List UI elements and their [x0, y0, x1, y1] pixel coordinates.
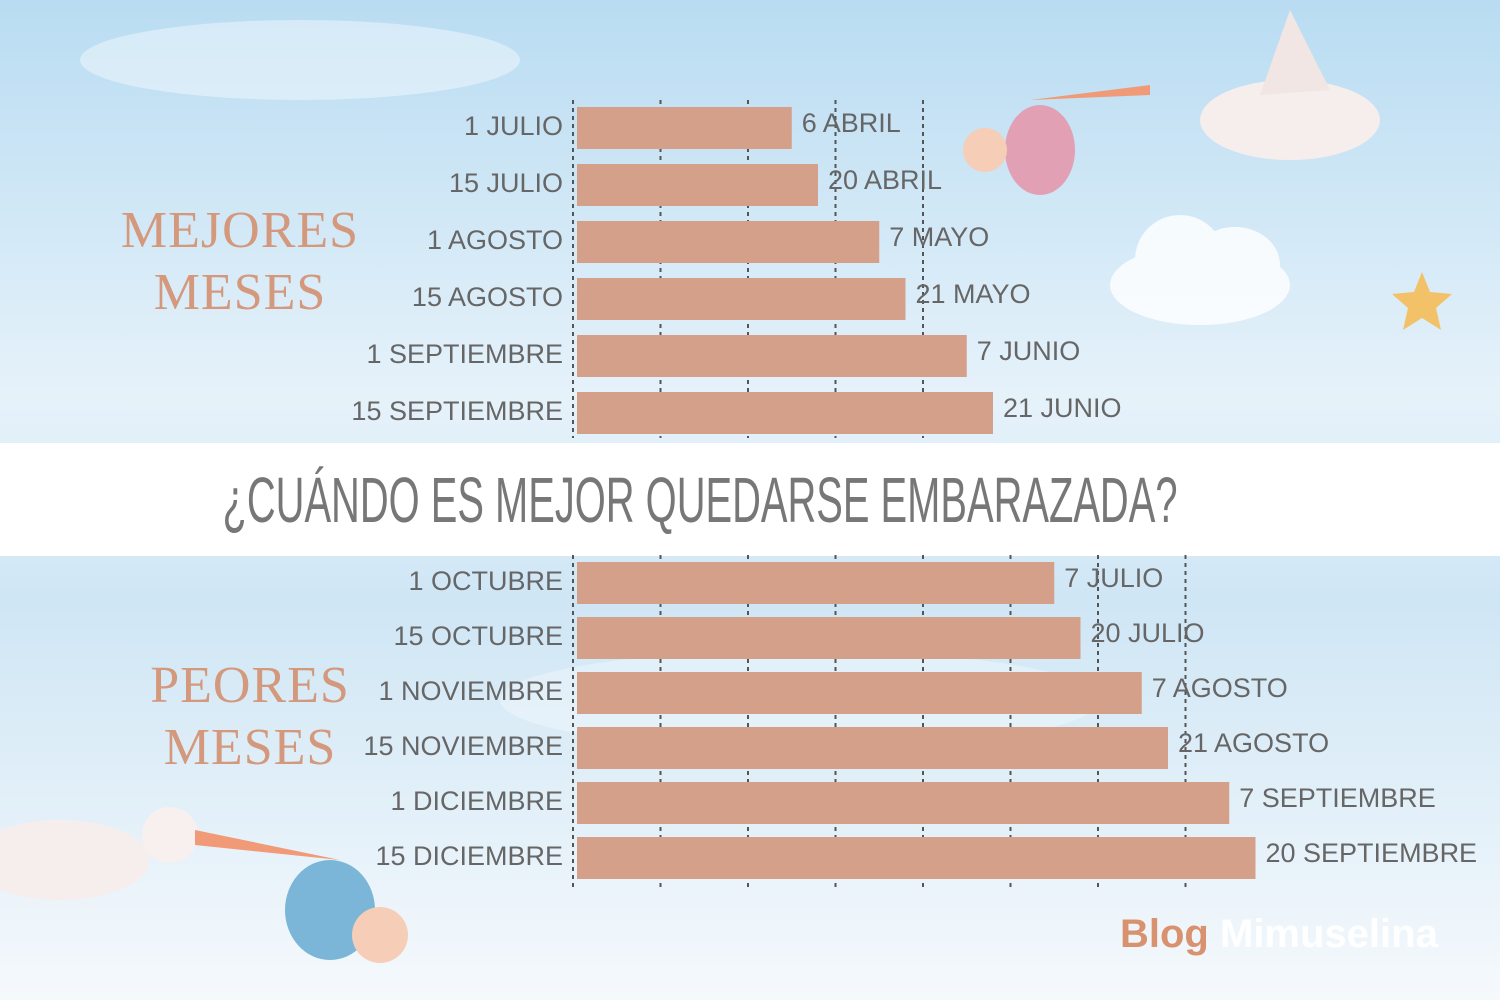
- main-title: ¿CUÁNDO ES MEJOR QUEDARSE EMBARAZADA?: [223, 464, 1178, 536]
- stork-top: [963, 10, 1380, 195]
- end-label: 21 MAYO: [916, 279, 1031, 309]
- category-label: 1 DICIEMBRE: [390, 786, 563, 816]
- bar: [577, 837, 1256, 879]
- bar: [577, 617, 1081, 659]
- category-label: 15 JULIO: [449, 168, 563, 198]
- category-label: 15 OCTUBRE: [393, 621, 563, 651]
- end-label: 7 SEPTIEMBRE: [1239, 783, 1436, 813]
- bar: [577, 221, 880, 263]
- category-label: 1 NOVIEMBRE: [378, 676, 563, 706]
- category-label: 15 NOVIEMBRE: [363, 731, 563, 761]
- stork-bottom: [0, 807, 408, 963]
- brand-first: Blog: [1120, 912, 1209, 956]
- end-label: 7 AGOSTO: [1152, 673, 1288, 703]
- end-label: 20 JULIO: [1091, 618, 1205, 648]
- bar: [577, 335, 967, 377]
- category-label: 1 AGOSTO: [427, 225, 563, 255]
- bar: [577, 782, 1230, 824]
- star: [1392, 272, 1452, 330]
- brand-second: Mimuselina: [1220, 912, 1438, 956]
- end-label: 21 AGOSTO: [1178, 728, 1329, 758]
- end-label: 20 SEPTIEMBRE: [1266, 838, 1478, 868]
- bar: [577, 672, 1142, 714]
- category-label: 1 SEPTIEMBRE: [366, 339, 563, 369]
- category-label: 15 SEPTIEMBRE: [351, 396, 563, 426]
- end-label: 21 JUNIO: [1003, 393, 1122, 423]
- bar: [577, 562, 1055, 604]
- section-title: PEORES MESES: [150, 657, 350, 776]
- bar: [577, 727, 1168, 769]
- bar: [577, 164, 818, 206]
- category-label: 15 AGOSTO: [412, 282, 563, 312]
- end-label: 7 MAYO: [889, 222, 989, 252]
- category-label: 1 OCTUBRE: [408, 566, 563, 596]
- bar: [577, 107, 792, 149]
- category-label: 15 DICIEMBRE: [375, 841, 563, 871]
- end-label: 6 ABRIL: [802, 108, 901, 138]
- brand: Blog Mimuselina: [1120, 912, 1438, 957]
- end-label: 7 JUNIO: [977, 336, 1081, 366]
- bar: [577, 278, 906, 320]
- section-title: MEJORES MESES: [120, 202, 360, 321]
- bar: [577, 392, 993, 434]
- end-label: 7 JULIO: [1064, 563, 1163, 593]
- category-label: 1 JULIO: [464, 111, 563, 141]
- end-label: 20 ABRIL: [828, 165, 942, 195]
- title-band: [0, 443, 1500, 556]
